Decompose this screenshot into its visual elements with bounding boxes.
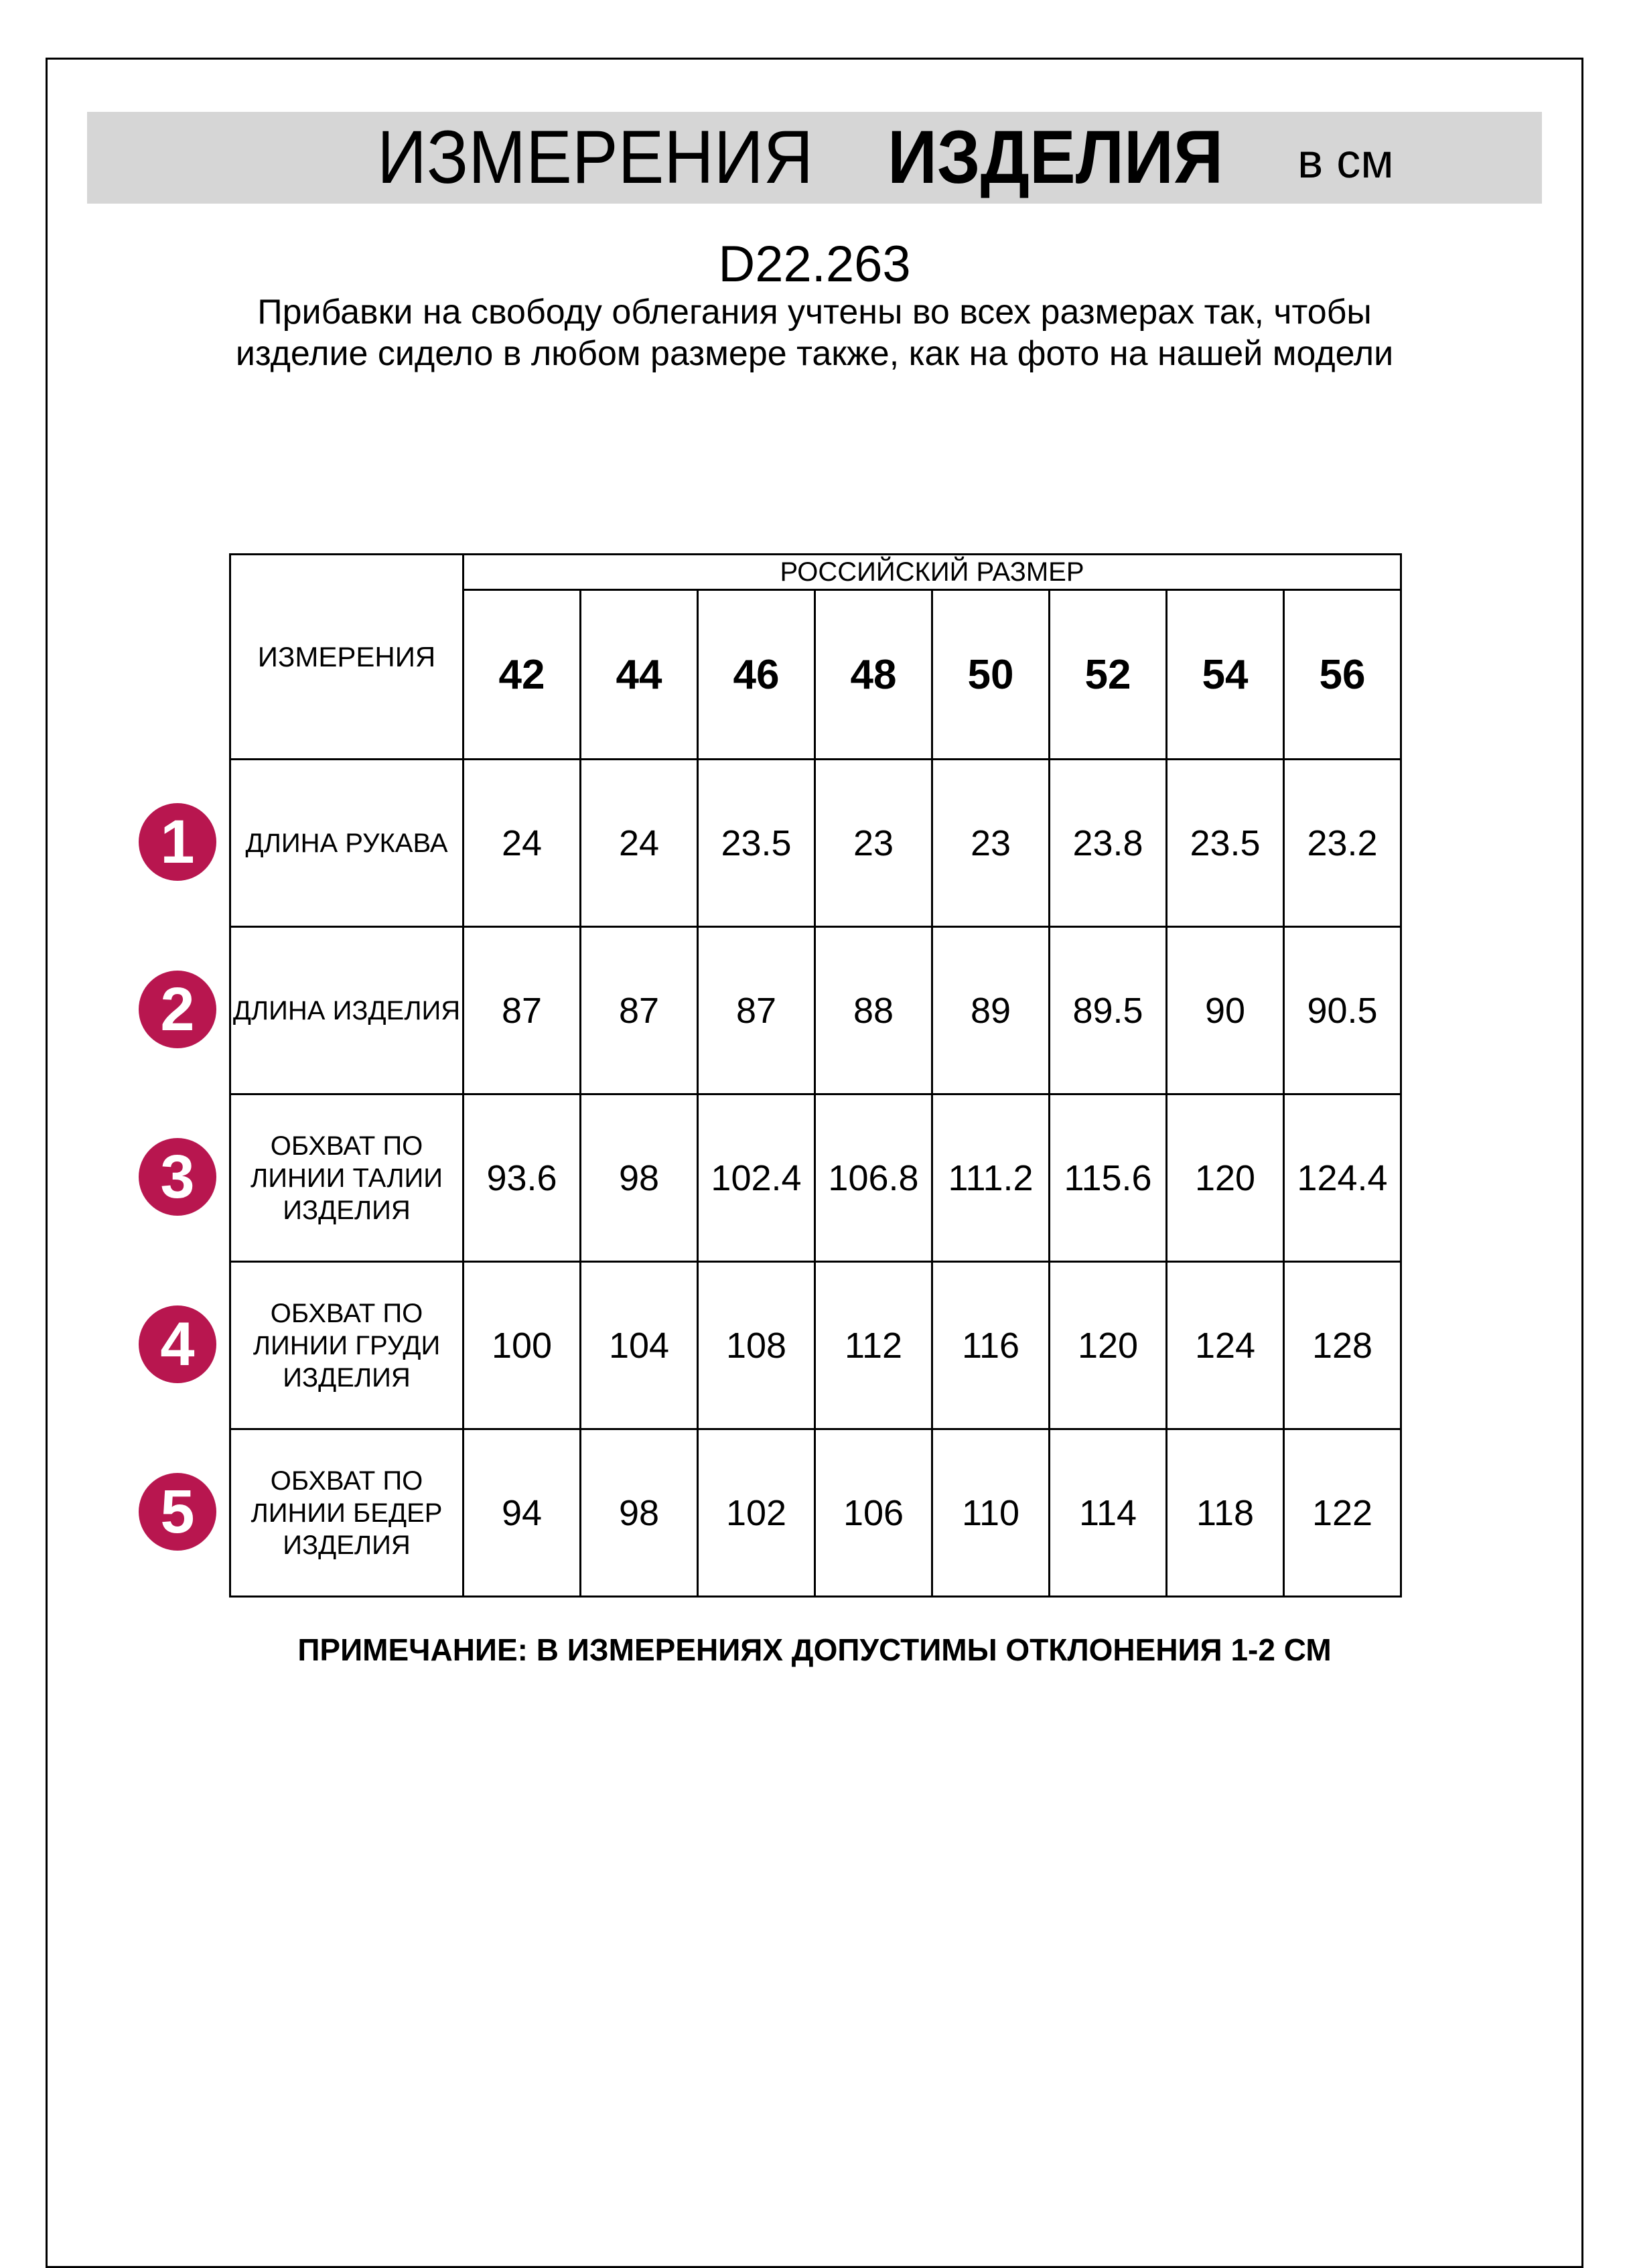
measure-value: 115.6 [1048,1093,1167,1263]
measure-value: 108 [697,1261,816,1430]
measure-value: 87 [697,926,816,1095]
measure-value: 24 [579,758,699,928]
measure-value: 89 [931,926,1050,1095]
measure-label: ОБХВАТ ПО ЛИНИИ ТАЛИИ ИЗДЕЛИЯ [229,1093,464,1263]
row-number-badge: 4 [139,1305,216,1383]
measure-value: 23.5 [1165,758,1285,928]
row-number-badge: 3 [139,1138,216,1216]
size-header: 48 [814,589,933,760]
measure-value: 102.4 [697,1093,816,1263]
measure-value: 102 [697,1428,816,1598]
row-number-badge: 2 [139,971,216,1048]
measure-value: 98 [579,1428,699,1598]
measure-value: 120 [1048,1261,1167,1430]
table-row: ДЛИНА РУКАВА 24 24 23.5 23 23 23.8 23.5 23.2 [229,758,1402,928]
row-number-badge: 1 [139,803,216,881]
row-number-badge: 5 [139,1473,216,1551]
measure-value: 116 [931,1261,1050,1430]
measure-value: 94 [462,1428,581,1598]
measure-value: 90 [1165,926,1285,1095]
measure-value: 98 [579,1093,699,1263]
measure-value: 111.2 [931,1093,1050,1263]
size-header: 42 [462,589,581,760]
measure-value: 106.8 [814,1093,933,1263]
measure-value: 87 [579,926,699,1095]
table-row: ОБХВАТ ПО ЛИНИИ ГРУДИ ИЗДЕЛИЯ 100 104 108 11… [229,1261,1402,1430]
size-header: 52 [1048,589,1167,760]
description: Прибавки на свободу облегания учтены во … [235,293,1394,373]
table-row: ДЛИНА ИЗДЕЛИЯ 87 87 87 88 89 89.5 90 90.5 [229,926,1402,1095]
measure-value: 118 [1165,1428,1285,1598]
size-group-header: РОССИЙСКИЙ РАЗМЕР [462,553,1402,591]
measure-value: 106 [814,1428,933,1598]
title-unit: в см [1297,135,1394,188]
measure-value: 110 [931,1428,1050,1598]
measure-value: 88 [814,926,933,1095]
size-header: 50 [931,589,1050,760]
measure-value: 100 [462,1261,581,1430]
size-header: 54 [1165,589,1285,760]
measure-value: 112 [814,1261,933,1430]
measure-value: 23 [814,758,933,928]
measure-value: 23.5 [697,758,816,928]
measure-value: 23.8 [1048,758,1167,928]
title-banner [87,112,1542,204]
measure-label: ДЛИНА РУКАВА [229,758,464,928]
note: ПРИМЕЧАНИЕ: В ИЗМЕРЕНИЯХ ДОПУСТИМЫ ОТКЛО… [297,1632,1332,1667]
size-header: 44 [579,589,699,760]
measure-value: 87 [462,926,581,1095]
table-row: ОБХВАТ ПО ЛИНИИ ТАЛИИ ИЗДЕЛИЯ 93.6 98 102.4… [229,1093,1402,1263]
measure-value: 23.2 [1283,758,1402,928]
measure-value: 23 [931,758,1050,928]
measure-value: 90.5 [1283,926,1402,1095]
measure-value: 114 [1048,1428,1167,1598]
measure-value: 93.6 [462,1093,581,1263]
measure-value: 122 [1283,1428,1402,1598]
size-header: 46 [697,589,816,760]
measure-header: ИЗМЕРЕНИЯ [229,553,464,760]
measure-value: 120 [1165,1093,1285,1263]
measure-value: 124 [1165,1261,1285,1430]
title-regular: ИЗМЕРЕНИЯ [377,115,814,199]
measure-value: 124.4 [1283,1093,1402,1263]
title-bold: ИЗДЕЛИЯ [888,115,1224,199]
measure-value: 128 [1283,1261,1402,1430]
size-header: 56 [1283,589,1402,760]
article-code: D22.263 [718,236,911,293]
measure-value: 24 [462,758,581,928]
measure-label: ДЛИНА ИЗДЕЛИЯ [229,926,464,1095]
measure-label: ОБХВАТ ПО ЛИНИИ ГРУДИ ИЗДЕЛИЯ [229,1261,464,1430]
measure-value: 89.5 [1048,926,1167,1095]
measure-label: ОБХВАТ ПО ЛИНИИ БЕДЕР ИЗДЕЛИЯ [229,1428,464,1598]
size-table: ИЗМЕРЕНИЯ РОССИЙСКИЙ РАЗМЕР 42 44 46 48 50 52… [229,553,1402,1598]
measure-value: 104 [579,1261,699,1430]
table-row: ОБХВАТ ПО ЛИНИИ БЕДЕР ИЗДЕЛИЯ 94 98 102 106 1… [229,1428,1402,1598]
